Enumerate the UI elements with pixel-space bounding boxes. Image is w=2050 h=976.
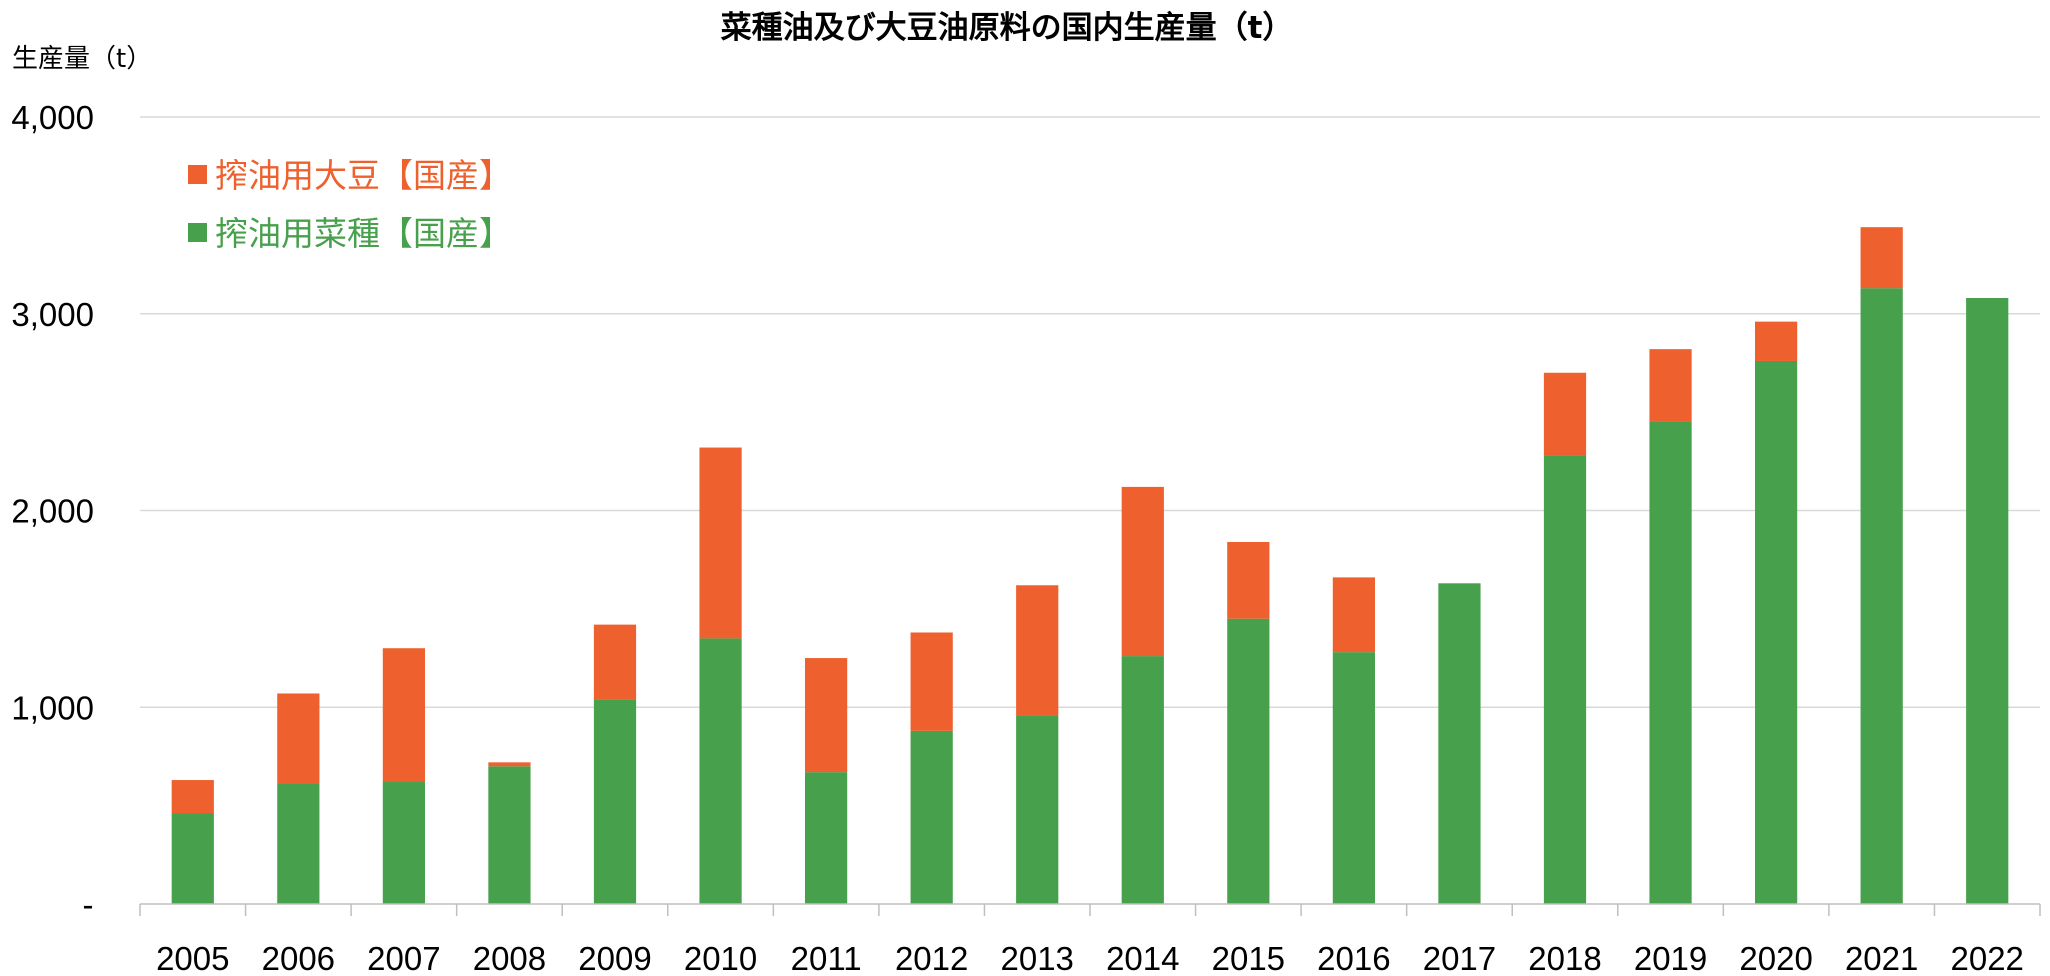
x-tick-label: 2019 — [1634, 940, 1707, 976]
y-tick-label: - — [83, 886, 94, 923]
bar-segment — [382, 648, 425, 783]
legend-swatch — [188, 165, 207, 184]
bar-segment — [699, 638, 742, 904]
x-tick-label: 2022 — [1951, 940, 2024, 976]
bar-segment — [1332, 652, 1375, 904]
gridlines — [140, 116, 2040, 708]
axes: - 1,000 2,000 3,000 4,000 2005 2006 2007 2008 200… — [11, 99, 2041, 976]
bar-segment — [1543, 372, 1587, 456]
legend-swatch — [188, 223, 207, 242]
y-tick-label: 4,000 — [11, 99, 94, 136]
bar-segment — [1121, 656, 1164, 904]
chart-title: 菜種油及び大豆油原料の国内生産量（t） — [721, 10, 1294, 46]
bar-segment — [1755, 360, 1798, 905]
x-tick-label: 2017 — [1423, 940, 1496, 976]
bar-segment — [1860, 227, 1903, 289]
bar-segment — [1966, 298, 2009, 904]
x-tick-label: 2021 — [1845, 940, 1918, 976]
bar-segment — [593, 699, 637, 904]
bar-segment — [1649, 349, 1692, 422]
bar-segment — [488, 766, 531, 904]
x-tick-label: 2006 — [262, 940, 335, 976]
bar-segment — [910, 632, 953, 731]
bar-segment — [171, 780, 214, 814]
bar-segment — [1016, 585, 1059, 716]
bar-segment — [805, 772, 848, 904]
x-tick-label: 2007 — [367, 940, 440, 976]
bar-segment — [1227, 618, 1270, 904]
bar-segment — [1649, 421, 1692, 904]
bar-segment — [1332, 577, 1375, 653]
x-tick-label: 2012 — [895, 940, 968, 976]
y-axis-label: 生産量（t） — [12, 44, 152, 74]
x-tick-label: 2015 — [1212, 940, 1285, 976]
x-tick-label: 2005 — [156, 940, 229, 976]
y-tick-label: 1,000 — [11, 689, 94, 726]
bar-segment — [382, 782, 425, 904]
bar-segment — [805, 658, 848, 773]
bar-segment — [699, 447, 742, 639]
y-tick-label: 3,000 — [11, 296, 94, 333]
x-tick-label: 2018 — [1528, 940, 1601, 976]
bar-segment — [1121, 486, 1164, 657]
x-tick-label: 2011 — [791, 940, 862, 976]
x-tick-label: 2013 — [1001, 940, 1074, 976]
bar-segment — [277, 783, 320, 904]
bar-segment — [488, 762, 531, 767]
y-tick-label: 2,000 — [11, 493, 94, 530]
bar-segment — [1227, 541, 1270, 619]
legend: 搾油用大豆【国産】搾油用菜種【国産】 — [188, 156, 512, 253]
bar-segment — [593, 624, 637, 700]
bars — [171, 227, 2009, 905]
bar-segment — [277, 693, 320, 784]
bar-segment — [1860, 288, 1903, 904]
x-tick-label: 2010 — [684, 940, 757, 976]
x-tick-label: 2014 — [1106, 940, 1179, 976]
bar-segment — [1438, 583, 1481, 904]
bar-segment — [1016, 715, 1059, 904]
x-tick-label: 2009 — [578, 940, 651, 976]
x-tick-label: 2016 — [1317, 940, 1390, 976]
bar-segment — [1543, 455, 1587, 904]
bar-segment — [1755, 321, 1798, 361]
legend-label: 搾油用大豆【国産】 — [215, 156, 512, 195]
x-tick-label: 2020 — [1739, 940, 1812, 976]
legend-label: 搾油用菜種【国産】 — [215, 214, 512, 253]
x-tick-label: 2008 — [473, 940, 546, 976]
bar-segment — [171, 813, 214, 904]
bar-segment — [910, 730, 953, 904]
